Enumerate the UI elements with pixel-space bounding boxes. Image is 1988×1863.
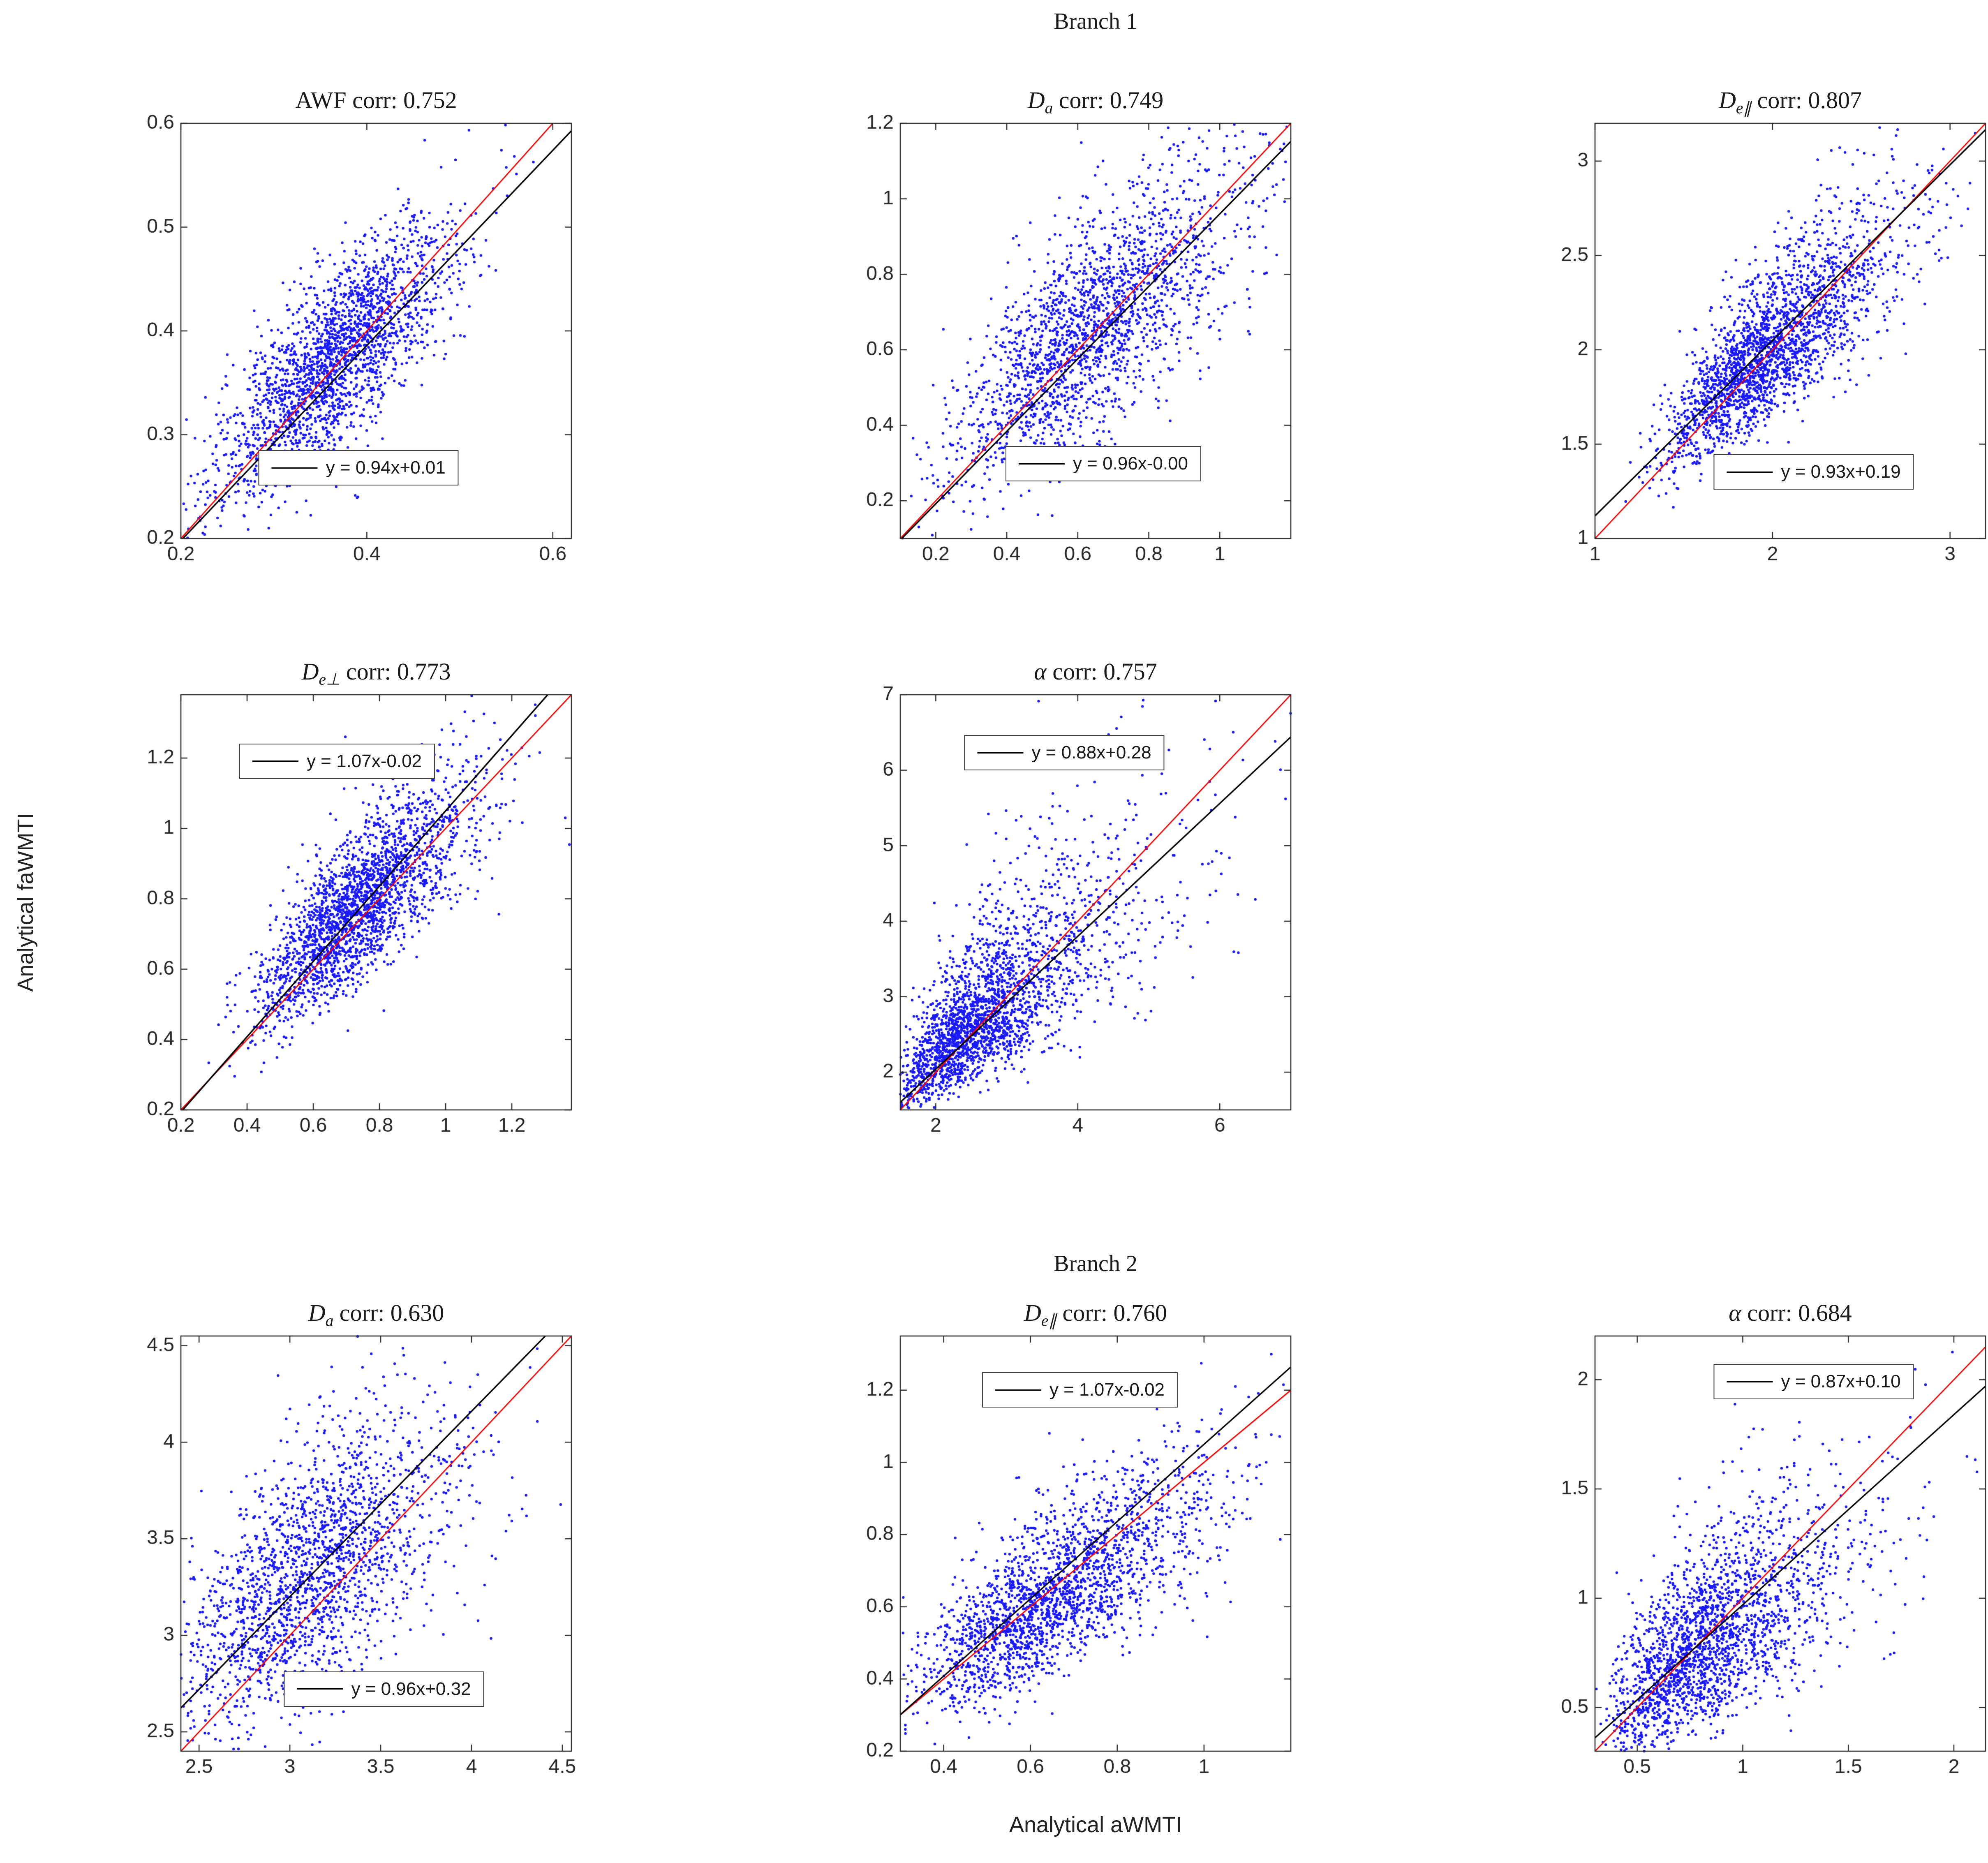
branch2-title: Branch 2 [1054,1251,1137,1276]
fit-legend-alpha-b1: y = 0.88x+0.28 [964,735,1165,771]
y-axis-label: Analytical faWMTI [13,813,38,992]
fit-line-sample-icon [977,752,1024,754]
fit-legend-depar-b2: y = 1.07x-0.02 [982,1372,1178,1408]
fit-line-sample-icon [297,1688,343,1690]
plot-title-deperp-b1: De⊥ corr: 0.773 [301,658,451,689]
fit-legend-awf-b1: y = 0.94x+0.01 [258,450,459,486]
plot-title-alpha-b1: α corr: 0.757 [1034,658,1157,685]
plot-title-depar-b2: De∥ corr: 0.760 [1024,1299,1167,1330]
plot-title-awf-b1: AWF corr: 0.752 [295,87,457,113]
x-axis-label: Analytical aWMTI [1009,1812,1182,1837]
fit-line-sample-icon [271,467,318,469]
plot-title-depar-b1: De∥ corr: 0.807 [1718,87,1862,117]
fit-line-sample-icon [995,1389,1041,1391]
plot-title-da-b1: Da corr: 0.749 [1027,87,1164,117]
fit-line-sample-icon [1018,463,1065,465]
fit-legend-da-b2: y = 0.96x+0.32 [284,1671,484,1707]
fit-line-sample-icon [1727,1381,1773,1382]
plot-title-da-b2: Da corr: 0.630 [308,1299,444,1330]
fit-legend-depar-b1: y = 0.93x+0.19 [1713,454,1914,490]
fit-legend-deperp-b1: y = 1.07x-0.02 [239,743,435,779]
fit-legend-alpha-b2: y = 0.87x+0.10 [1713,1364,1914,1400]
fit-line-sample-icon [1727,471,1773,473]
fit-legend-da-b1: y = 0.96x-0.00 [1005,446,1202,482]
plot-title-alpha-b2: α corr: 0.684 [1729,1299,1852,1326]
fit-line-sample-icon [252,760,298,762]
branch1-title: Branch 1 [1054,9,1137,34]
